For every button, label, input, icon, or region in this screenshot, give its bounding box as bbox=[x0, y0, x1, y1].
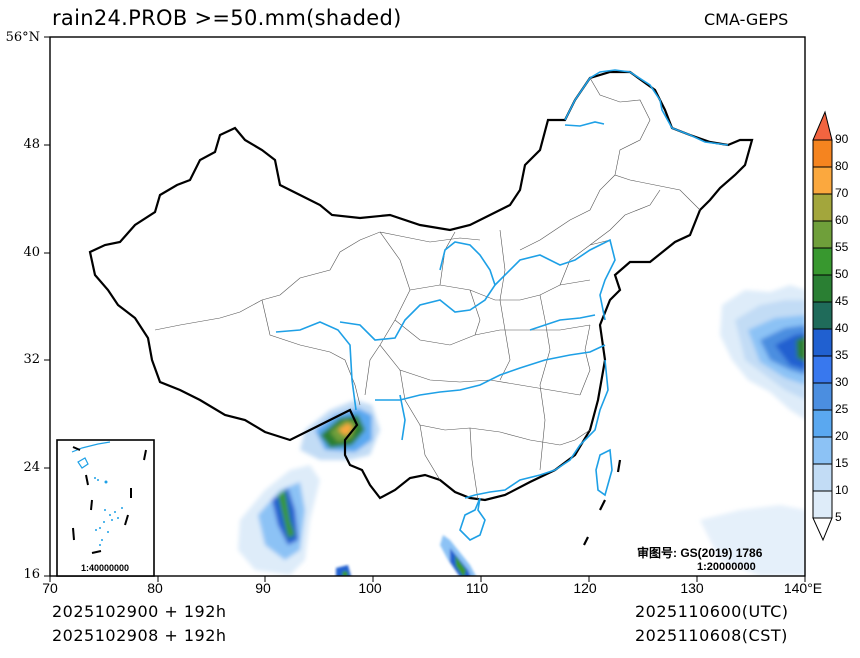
colorbar-label-30: 30 bbox=[835, 375, 849, 389]
colorbar bbox=[812, 110, 833, 542]
colorbar-label-50: 50 bbox=[835, 267, 849, 281]
colorbar-label-5: 5 bbox=[835, 510, 842, 524]
x-tick-70: 70 bbox=[42, 580, 58, 596]
init-time-cst: 2025102908 + 192h bbox=[52, 626, 227, 645]
precip-shading-pacific bbox=[720, 285, 805, 420]
main-map-scale: 1:20000000 bbox=[697, 561, 756, 573]
national-border bbox=[88, 70, 754, 502]
colorbar-label-10: 10 bbox=[835, 483, 849, 497]
colorbar-label-15: 15 bbox=[835, 456, 849, 470]
precip-shading-scs bbox=[440, 535, 476, 576]
colorbar-label-90: 90 bbox=[835, 132, 849, 146]
province-borders bbox=[154, 77, 701, 501]
y-tick-32: 32 bbox=[23, 352, 40, 367]
x-tick-80: 80 bbox=[147, 580, 163, 596]
y-tick-48: 48 bbox=[23, 137, 40, 152]
colorbar-label-80: 80 bbox=[835, 159, 849, 173]
map-review-number: 审图号: GS(2019) 1786 bbox=[637, 546, 763, 560]
y-tick-56: 56°N bbox=[5, 30, 40, 45]
precip-shading-small bbox=[336, 565, 351, 576]
x-tick-130: 130 bbox=[680, 580, 704, 596]
colorbar-label-60: 60 bbox=[835, 213, 849, 227]
precip-shading-myanmar bbox=[238, 465, 320, 575]
y-tick-16: 16 bbox=[23, 567, 40, 582]
colorbar-label-40: 40 bbox=[835, 321, 849, 335]
south-china-sea-inset bbox=[56, 439, 155, 577]
maritime-dashes bbox=[583, 459, 622, 546]
x-tick-140: 140°E bbox=[783, 580, 823, 596]
x-tick-120: 120 bbox=[573, 580, 597, 596]
x-tick-110: 110 bbox=[465, 580, 489, 596]
rivers-coastline bbox=[275, 69, 729, 541]
y-tick-24: 24 bbox=[23, 460, 40, 475]
y-tick-40: 40 bbox=[23, 245, 40, 260]
colorbar-label-70: 70 bbox=[835, 186, 849, 200]
precip-shading-tibet bbox=[300, 400, 380, 460]
precip-shading-se-light bbox=[700, 505, 805, 576]
colorbar-label-45: 45 bbox=[835, 294, 849, 308]
colorbar-label-20: 20 bbox=[835, 429, 849, 443]
colorbar-label-55: 55 bbox=[835, 240, 849, 254]
chart-title: rain24.PROB >=50.mm(shaded) bbox=[52, 6, 402, 30]
x-tick-90: 90 bbox=[255, 580, 271, 596]
init-time-utc: 2025102900 + 192h bbox=[52, 602, 227, 621]
inset-map-scale: 1:40000000 bbox=[81, 563, 130, 573]
colorbar-label-25: 25 bbox=[835, 402, 849, 416]
x-tick-100: 100 bbox=[358, 580, 382, 596]
plot-frame bbox=[49, 36, 806, 577]
colorbar-label-35: 35 bbox=[835, 348, 849, 362]
valid-time-utc: 2025110600(UTC) bbox=[635, 602, 789, 621]
valid-time-cst: 2025110608(CST) bbox=[635, 626, 788, 645]
model-label: CMA-GEPS bbox=[704, 10, 789, 29]
